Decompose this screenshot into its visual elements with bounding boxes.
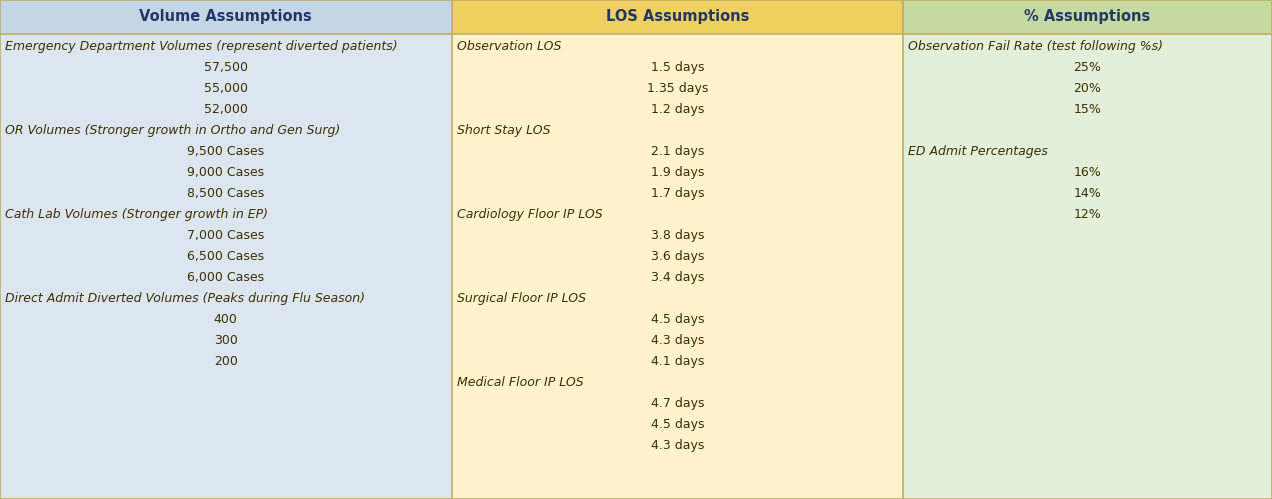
Text: 400: 400 (214, 313, 238, 326)
Text: 20%: 20% (1074, 82, 1102, 95)
Text: Surgical Floor IP LOS: Surgical Floor IP LOS (457, 292, 585, 305)
Text: 52,000: 52,000 (204, 103, 248, 116)
Text: 9,000 Cases: 9,000 Cases (187, 166, 265, 179)
Bar (452, 0, 903, 499)
Text: 1.35 days: 1.35 days (646, 82, 709, 95)
Text: 200: 200 (214, 355, 238, 368)
Text: 4.5 days: 4.5 days (650, 418, 705, 431)
Text: 57,500: 57,500 (204, 61, 248, 74)
Text: % Assumptions: % Assumptions (1024, 9, 1151, 24)
Text: OR Volumes (Stronger growth in Ortho and Gen Surg): OR Volumes (Stronger growth in Ortho and… (5, 124, 341, 137)
Text: 1.5 days: 1.5 days (650, 61, 705, 74)
Text: 55,000: 55,000 (204, 82, 248, 95)
Text: LOS Assumptions: LOS Assumptions (605, 9, 749, 24)
Text: Emergency Department Volumes (represent diverted patients): Emergency Department Volumes (represent … (5, 40, 398, 53)
Text: 15%: 15% (1074, 103, 1102, 116)
Text: Medical Floor IP LOS: Medical Floor IP LOS (457, 376, 584, 389)
Text: 1.2 days: 1.2 days (651, 103, 703, 116)
Text: 14%: 14% (1074, 187, 1102, 200)
Bar (903, 0, 1272, 499)
Text: ED Admit Percentages: ED Admit Percentages (908, 145, 1048, 158)
Text: 3.8 days: 3.8 days (650, 229, 705, 242)
Text: Observation LOS: Observation LOS (457, 40, 561, 53)
Text: Observation Fail Rate (test following %s): Observation Fail Rate (test following %s… (908, 40, 1163, 53)
Bar (903, 0, 1272, 34)
Text: 4.3 days: 4.3 days (651, 439, 703, 452)
Text: 6,500 Cases: 6,500 Cases (187, 250, 265, 263)
Text: Short Stay LOS: Short Stay LOS (457, 124, 551, 137)
Bar (452, 0, 903, 34)
Bar (0, 0, 452, 34)
Text: 6,000 Cases: 6,000 Cases (187, 271, 265, 284)
Text: 16%: 16% (1074, 166, 1102, 179)
Text: 4.5 days: 4.5 days (650, 313, 705, 326)
Text: 7,000 Cases: 7,000 Cases (187, 229, 265, 242)
Text: Direct Admit Diverted Volumes (Peaks during Flu Season): Direct Admit Diverted Volumes (Peaks dur… (5, 292, 365, 305)
Text: 4.7 days: 4.7 days (650, 397, 705, 410)
Text: 4.3 days: 4.3 days (651, 334, 703, 347)
Text: 2.1 days: 2.1 days (651, 145, 703, 158)
Text: Cath Lab Volumes (Stronger growth in EP): Cath Lab Volumes (Stronger growth in EP) (5, 208, 268, 221)
Text: 25%: 25% (1074, 61, 1102, 74)
Text: 3.6 days: 3.6 days (651, 250, 703, 263)
Text: Cardiology Floor IP LOS: Cardiology Floor IP LOS (457, 208, 602, 221)
Text: 3.4 days: 3.4 days (651, 271, 703, 284)
Text: Volume Assumptions: Volume Assumptions (140, 9, 312, 24)
Text: 12%: 12% (1074, 208, 1102, 221)
Text: 1.7 days: 1.7 days (650, 187, 705, 200)
Text: 1.9 days: 1.9 days (651, 166, 703, 179)
Text: 9,500 Cases: 9,500 Cases (187, 145, 265, 158)
Bar (0, 0, 452, 499)
Text: 300: 300 (214, 334, 238, 347)
Text: 4.1 days: 4.1 days (651, 355, 703, 368)
Text: 8,500 Cases: 8,500 Cases (187, 187, 265, 200)
